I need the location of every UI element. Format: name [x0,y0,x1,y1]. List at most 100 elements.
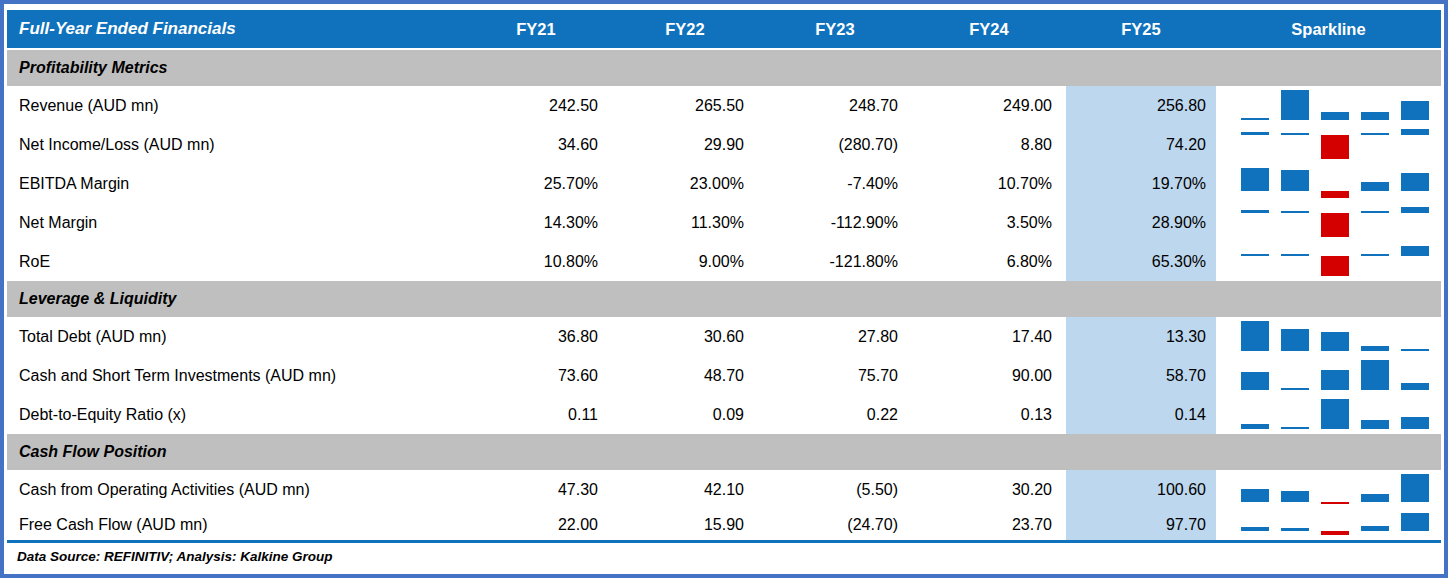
value-cell-fy21: 22.00 [460,516,612,534]
sparkline-bar [1401,86,1429,125]
value-cell-fy21: 10.80% [460,253,612,271]
sparkline-bar [1281,356,1309,395]
value-cell-fy24: 23.70 [912,516,1066,534]
value-cell-fy24: 30.20 [912,481,1066,499]
sparkline-bar [1361,242,1389,281]
sparkline-bar [1401,203,1429,242]
sparkline-cell [1241,86,1429,125]
column-header-fy21: FY21 [460,20,612,39]
value-cell-fy21: 242.50 [460,97,612,115]
row-label: Cash and Short Term Investments (AUD mn) [7,367,460,385]
value-cell-fy25: 0.14 [1066,395,1216,434]
value-cell-fy24: 17.40 [912,328,1066,346]
sparkline-bar [1241,356,1269,395]
section-header-leverage: Leverage & Liquidity [7,281,1441,317]
value-cell-fy22: 30.60 [612,328,758,346]
value-cell-fy23: -112.90% [758,214,912,232]
row-label: Net Income/Loss (AUD mn) [7,136,460,154]
sparkline-bar [1361,317,1389,356]
sparkline-bar [1401,356,1429,395]
sparkline-cell [1241,317,1429,356]
value-cell-fy24: 6.80% [912,253,1066,271]
value-cell-fy24: 8.80 [912,136,1066,154]
sparkline-bar [1321,356,1349,395]
value-cell-fy21: 25.70% [460,175,612,193]
sparkline-bar [1281,203,1309,242]
value-cell-fy23: 0.22 [758,406,912,424]
value-cell-fy25: 28.90% [1066,203,1216,242]
table-row-total-debt: Total Debt (AUD mn) 36.80 30.60 27.80 17… [7,317,1441,356]
value-cell-fy24: 249.00 [912,97,1066,115]
value-cell-fy23: (280.70) [758,136,912,154]
value-cell-fy22: 9.00% [612,253,758,271]
sparkline-bar [1401,395,1429,434]
sparkline-cell [1241,356,1429,395]
sparkline-bar [1321,470,1349,509]
table-row-debt-to-equity: Debt-to-Equity Ratio (x) 0.11 0.09 0.22 … [7,395,1441,434]
row-label: Cash from Operating Activities (AUD mn) [7,481,460,499]
row-label: Debt-to-Equity Ratio (x) [7,406,460,424]
column-header-fy22: FY22 [612,20,758,39]
row-label: Total Debt (AUD mn) [7,328,460,346]
sparkline-bar [1281,125,1309,164]
row-label: EBITDA Margin [7,175,460,193]
sparkline-bar [1281,242,1309,281]
value-cell-fy22: 0.09 [612,406,758,424]
row-label: RoE [7,253,460,271]
value-cell-fy25: 100.60 [1066,470,1216,509]
sparkline-bar [1401,125,1429,164]
sparkline-bar [1321,242,1349,281]
column-header-fy23: FY23 [758,20,912,39]
sparkline-cell [1241,395,1429,434]
value-cell-fy23: 248.70 [758,97,912,115]
value-cell-fy22: 265.50 [612,97,758,115]
value-cell-fy21: 14.30% [460,214,612,232]
sparkline-bar [1241,203,1269,242]
row-label: Net Margin [7,214,460,232]
sparkline-cell [1241,242,1429,281]
value-cell-fy21: 34.60 [460,136,612,154]
sparkline-bar [1361,125,1389,164]
sparkline-bar [1321,395,1349,434]
value-cell-fy22: 23.00% [612,175,758,193]
sparkline-bar [1241,509,1269,540]
column-header-fy25: FY25 [1066,20,1216,39]
sparkline-bar [1241,125,1269,164]
sparkline-bar [1401,317,1429,356]
sparkline-bar [1281,509,1309,540]
value-cell-fy22: 42.10 [612,481,758,499]
sparkline-bar [1241,242,1269,281]
sparkline-bar [1401,164,1429,203]
value-cell-fy24: 10.70% [912,175,1066,193]
financials-table: Full-Year Ended Financials FY21 FY22 FY2… [0,0,1448,578]
value-cell-fy23: (5.50) [758,481,912,499]
sparkline-bar [1321,164,1349,203]
table-row-net-margin: Net Margin 14.30% 11.30% -112.90% 3.50% … [7,203,1441,242]
sparkline-bar [1321,125,1349,164]
value-cell-fy24: 0.13 [912,406,1066,424]
value-cell-fy25: 256.80 [1066,86,1216,125]
sparkline-bar [1361,395,1389,434]
sparkline-bar [1321,317,1349,356]
row-label: Revenue (AUD mn) [7,97,460,115]
table-row-cash-investments: Cash and Short Term Investments (AUD mn)… [7,356,1441,395]
sparkline-bar [1321,86,1349,125]
sparkline-bar [1241,317,1269,356]
table-row-revenue: Revenue (AUD mn) 242.50 265.50 248.70 24… [7,86,1441,125]
sparkline-cell [1241,470,1429,509]
table-row-free-cash-flow: Free Cash Flow (AUD mn) 22.00 15.90 (24.… [7,509,1441,540]
value-cell-fy25: 65.30% [1066,242,1216,281]
value-cell-fy23: 75.70 [758,367,912,385]
sparkline-cell [1241,203,1429,242]
value-cell-fy24: 3.50% [912,214,1066,232]
sparkline-cell [1241,164,1429,203]
section-header-cash-flow: Cash Flow Position [7,434,1441,470]
table-row-roe: RoE 10.80% 9.00% -121.80% 6.80% 65.30% [7,242,1441,281]
table-title: Full-Year Ended Financials [7,19,460,39]
sparkline-bar [1321,509,1349,540]
column-header-sparkline: Sparkline [1216,20,1441,39]
sparkline-bar [1401,242,1429,281]
table-header-row: Full-Year Ended Financials FY21 FY22 FY2… [7,10,1441,48]
value-cell-fy25: 19.70% [1066,164,1216,203]
sparkline-bar [1281,317,1309,356]
